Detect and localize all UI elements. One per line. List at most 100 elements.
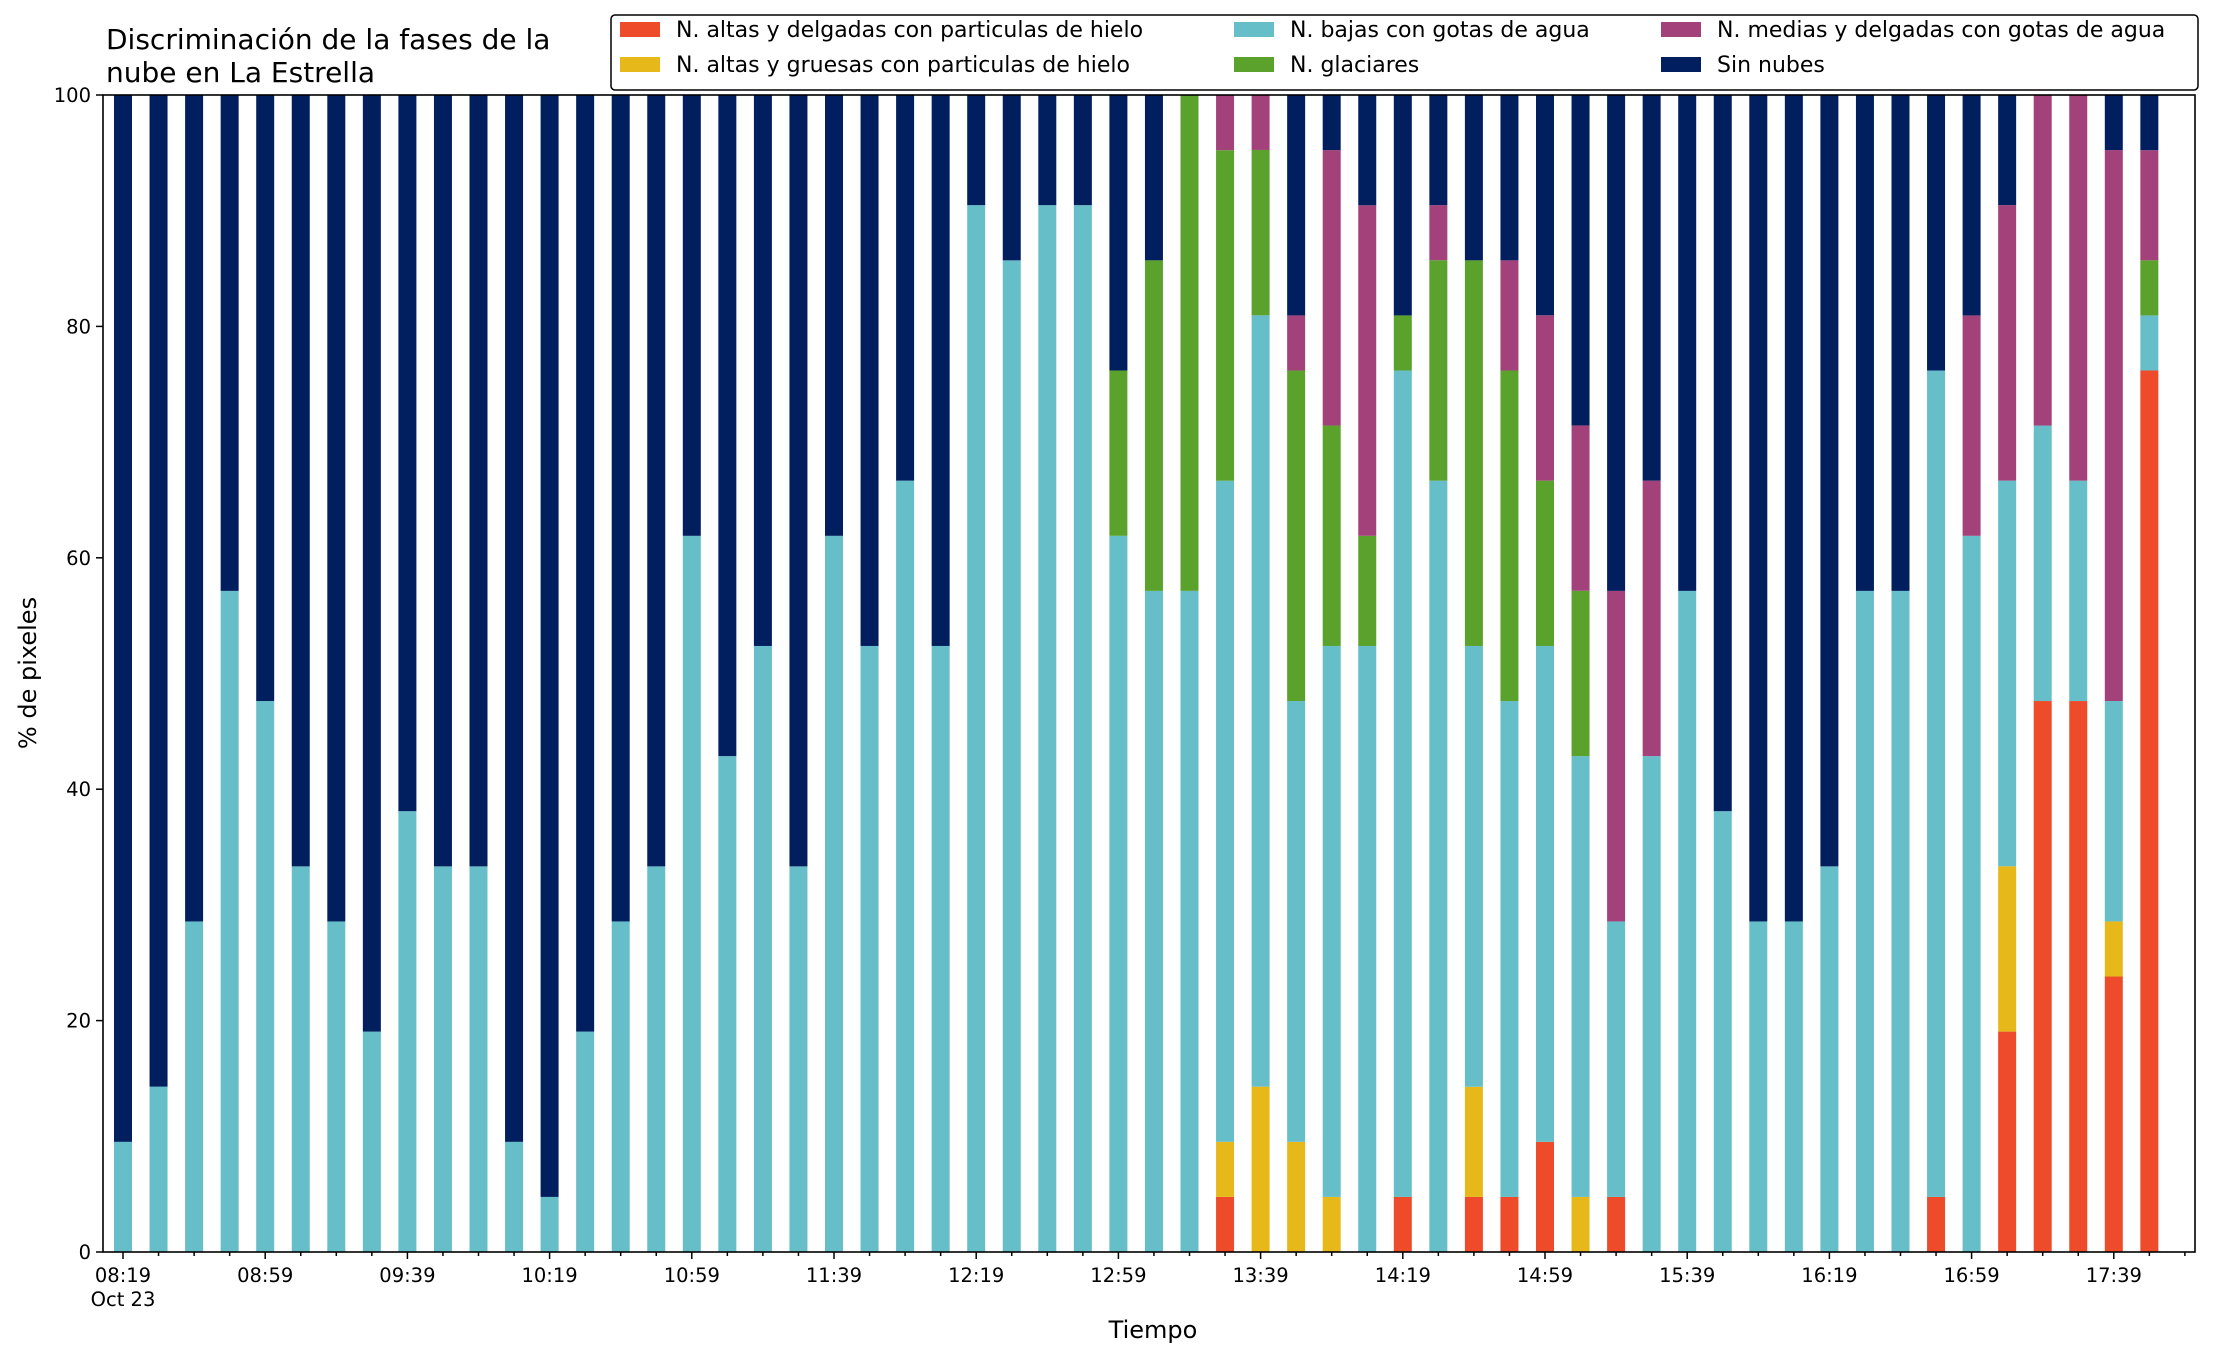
bar-segment-1329-s0 [1216,1196,1235,1252]
bar-segment-1219-s2 [967,205,986,1252]
bar-segment-1529-s2 [1642,756,1661,1252]
bar-segment-1209-s2 [931,645,950,1252]
legend-swatch [1661,22,1701,37]
bar-segment-1009-s2 [505,1141,524,1252]
bar-segment-1259-s2 [1109,535,1128,1252]
bar-segment-0909-s2 [291,866,310,1252]
x-tick-label: 11:39 [806,1264,862,1287]
bar-segment-1749-s3 [2140,260,2159,316]
bar-segment-1629-s2 [1855,590,1874,1252]
bar-segment-1409-s2 [1358,645,1377,1252]
bar-segment-1749-s5 [2140,95,2159,151]
bar-segment-1359-s4 [1322,150,1341,426]
bar-segment-1219-s5 [967,95,986,206]
bar-segment-1439-s3 [1464,260,1483,646]
bar-segment-1439-s0 [1464,1196,1483,1252]
bar-segment-0829-s5 [149,95,168,1087]
bar-segment-0929-s5 [362,95,381,1032]
bar-segment-0909-s5 [291,95,310,867]
y-tick-label: 20 [66,1010,91,1033]
bar-segment-0919-s5 [327,95,346,922]
bar-segment-1609-s2 [1784,921,1803,1252]
bar-segment-1429-s2 [1429,480,1448,1252]
y-tick-label: 80 [66,315,91,338]
bar-segment-1229-s5 [1002,95,1021,261]
bar-segment-1349-s2 [1287,701,1306,1142]
bar-segment-1149-s5 [860,95,879,646]
legend-box [610,14,2199,91]
bar-segment-1509-s4 [1571,425,1590,591]
bar-segment-1249-s5 [1073,95,1092,206]
bar-segment-1739-s5 [2104,95,2123,151]
bar-segment-1309-s5 [1144,95,1163,261]
bar-segment-1049-s5 [647,95,666,867]
bar-segment-1419-s5 [1393,95,1412,316]
bar-segment-1019-s2 [540,1196,559,1252]
x-tick-label: 09:39 [379,1264,435,1287]
bar-segment-1349-s5 [1287,95,1306,316]
bar-segment-1239-s5 [1038,95,1057,206]
bar-segment-0839-s2 [185,921,204,1252]
bar-segment-1439-s1 [1464,1086,1483,1197]
bar-segment-1109-s5 [718,95,737,757]
bar-segment-1529-s4 [1642,480,1661,757]
bar-segment-1119-s2 [753,645,772,1252]
bar-segment-1319-s3 [1180,95,1199,591]
bar-segment-0819-s5 [114,95,132,1142]
bar-segment-1619-s2 [1820,866,1839,1252]
bar-segment-1709-s4 [1998,205,2017,481]
bar-segment-1129-s2 [789,866,808,1252]
legend-swatch [1661,57,1701,72]
legend-swatch [620,57,660,72]
bar-segment-1309-s2 [1144,590,1163,1252]
bar-segment-0939-s5 [398,95,417,812]
bar-segment-1739-s4 [2104,150,2123,702]
bar-segment-1559-s2 [1749,921,1768,1252]
bar-segment-1649-s0 [1927,1196,1946,1252]
x-tick-label: 13:39 [1232,1264,1288,1287]
bar-segment-1429-s4 [1429,205,1448,261]
bar-segment-1359-s2 [1322,645,1341,1197]
x-tick-date-label: Oct 23 [91,1288,156,1311]
bar-segment-0939-s2 [398,811,417,1252]
bar-segment-0959-s2 [469,866,488,1252]
chart-title-line-2: nube en La Estrella [106,56,375,89]
bar-segment-1629-s5 [1855,95,1874,591]
x-axis-label: Tiempo [1108,1316,1198,1344]
bar-segment-0959-s5 [469,95,488,867]
bar-segment-1029-s5 [576,95,595,1032]
bar-segment-1359-s1 [1322,1196,1341,1252]
bar-segment-1159-s5 [896,95,915,481]
legend-label: N. glaciares [1290,53,1419,78]
x-tick-label: 12:59 [1090,1264,1146,1287]
bar-segment-0859-s2 [256,701,275,1252]
bar-segment-1539-s2 [1678,590,1697,1252]
bar-segment-1429-s3 [1429,260,1448,481]
bar-segment-1249-s2 [1073,205,1092,1252]
bar-segment-1119-s5 [753,95,772,646]
bar-segment-0949-s2 [433,866,452,1252]
bar-segment-1349-s3 [1287,370,1306,702]
bar-segment-1509-s2 [1571,756,1590,1197]
x-tick-label: 16:59 [1943,1264,1999,1287]
legend-label: Sin nubes [1717,53,1825,78]
bar-segment-1419-s2 [1393,370,1412,1197]
bar-segment-1719-s0 [2033,701,2052,1252]
bar-segment-1459-s3 [1536,480,1554,646]
bar-segment-1739-s1 [2104,921,2123,977]
bar-segment-1749-s0 [2140,370,2159,1253]
bar-segment-1359-s3 [1322,425,1341,646]
bar-segment-1739-s0 [2104,976,2123,1252]
bar-segment-1339-s1 [1251,1086,1270,1252]
bar-segment-1609-s5 [1784,95,1803,922]
bar-segment-1239-s2 [1038,205,1057,1252]
bar-segment-1749-s2 [2140,315,2159,371]
x-tick-label: 10:19 [521,1264,577,1287]
bar-segment-1339-s2 [1251,315,1270,1087]
bar-segment-1529-s5 [1642,95,1661,481]
bar-segment-1749-s4 [2140,150,2159,261]
bar-segment-1509-s3 [1571,590,1590,757]
bar-segment-1319-s2 [1180,590,1199,1252]
bar-segment-1259-s5 [1109,95,1128,371]
bar-segment-1729-s2 [2069,480,2088,702]
